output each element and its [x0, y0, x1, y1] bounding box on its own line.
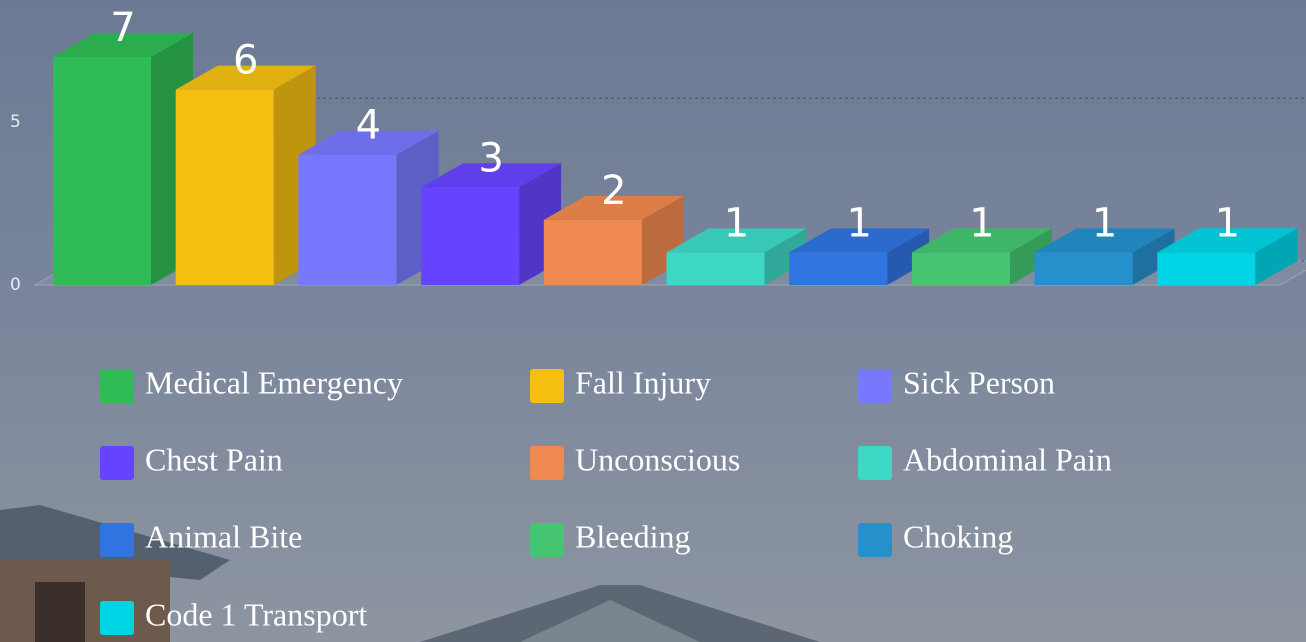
value-label: 1 — [1092, 200, 1117, 246]
legend-label: Bleeding — [575, 518, 691, 554]
legend-swatch — [858, 446, 892, 480]
value-label: 2 — [601, 168, 626, 214]
legend-swatch — [100, 601, 134, 635]
bar — [911, 252, 1010, 285]
value-label: 1 — [846, 200, 871, 246]
legend-swatch — [100, 369, 134, 403]
bar-top — [911, 228, 1052, 253]
bar-top — [543, 195, 684, 220]
value-label: 6 — [233, 38, 258, 84]
y-tick-label: 5 — [10, 112, 21, 132]
legend-swatch — [100, 446, 134, 480]
value-label: 7 — [110, 5, 135, 51]
bar-top — [789, 228, 930, 253]
bar-group — [666, 228, 807, 285]
legend-label: Unconscious — [575, 441, 740, 477]
bar — [298, 154, 397, 285]
legend-label: Animal Bite — [145, 518, 302, 554]
legend-label: Sick Person — [903, 364, 1055, 400]
bar-group — [421, 163, 562, 285]
bar-top — [666, 228, 807, 253]
bar-side — [764, 228, 807, 285]
legend-label: Code 1 Transport — [145, 596, 367, 632]
legend-swatch — [100, 523, 134, 557]
bar — [789, 252, 888, 285]
legend-swatch — [530, 369, 564, 403]
bar-group — [298, 130, 439, 285]
bar-top — [53, 33, 193, 57]
bar-group — [789, 228, 930, 285]
bar-group — [175, 65, 316, 285]
legend-label: Chest Pain — [145, 441, 283, 477]
bar-top — [298, 130, 439, 155]
bar-side — [1009, 228, 1052, 285]
bar — [53, 57, 151, 285]
y-tick-label: 0 — [10, 275, 21, 295]
bar — [1034, 252, 1133, 285]
legend-label: Fall Injury — [575, 364, 711, 400]
bar-side — [887, 228, 930, 285]
bar-group — [911, 228, 1052, 285]
value-label: 1 — [724, 200, 749, 246]
bar-top — [175, 65, 316, 90]
legend-swatch — [858, 369, 892, 403]
legend-label: Medical Emergency — [145, 364, 403, 400]
bar-top — [421, 163, 562, 188]
bar — [421, 187, 520, 285]
bar — [666, 252, 765, 285]
bar — [175, 89, 274, 285]
value-label: 1 — [969, 200, 994, 246]
legend-swatch — [530, 523, 564, 557]
value-label: 3 — [478, 135, 503, 181]
bar-side — [1255, 228, 1298, 285]
bar — [1157, 252, 1256, 285]
bar-group — [1034, 228, 1175, 285]
bar — [543, 219, 642, 285]
legend-swatch — [858, 523, 892, 557]
legend-label: Abdominal Pain — [903, 441, 1112, 477]
value-label: 1 — [1215, 200, 1240, 246]
bar-top — [1157, 228, 1298, 253]
bar-top — [1034, 228, 1175, 253]
bar-side — [1132, 228, 1175, 285]
value-label: 4 — [356, 103, 381, 149]
bar-group — [53, 33, 193, 285]
legend-label: Choking — [903, 518, 1013, 554]
bar-group — [1157, 228, 1298, 285]
legend-swatch — [530, 446, 564, 480]
